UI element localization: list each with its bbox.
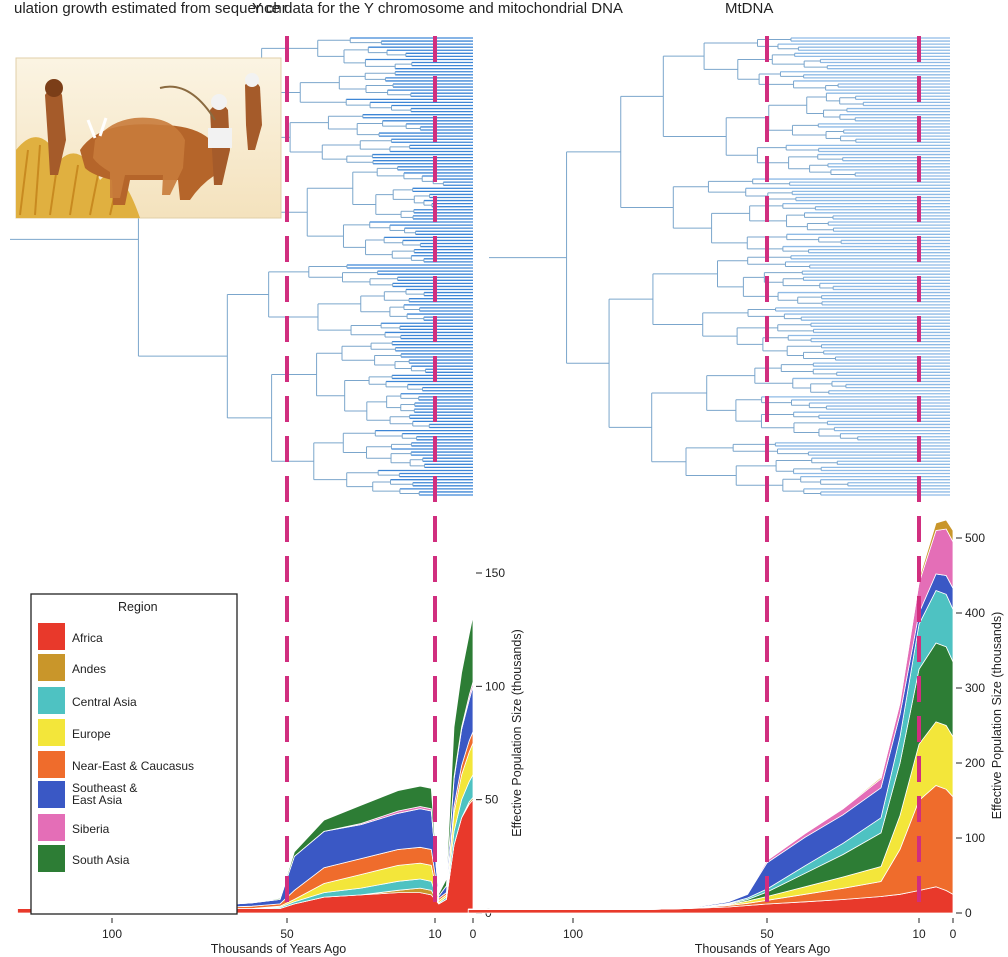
ychr-x-tick-label: 0	[470, 927, 477, 941]
legend-frame	[30, 593, 238, 915]
ychr-y-axis-label: Effective Population Size (thousands)	[510, 629, 524, 837]
ychr-x-tick-label: 100	[102, 927, 122, 941]
figure-caption: ulation growth estimated from sequence d…	[14, 0, 623, 17]
legend-title: Region	[118, 600, 158, 614]
legend-swatch	[38, 751, 65, 778]
mtdna-y-tick-label: 400	[965, 606, 985, 620]
legend-label: South Asia	[72, 853, 130, 867]
mtdna-panel-title: MtDNA	[725, 0, 773, 17]
legend-label: Near-East & Caucasus	[72, 759, 194, 773]
egyptian-farmers-plowing-painting-icon	[15, 57, 282, 219]
mtdna-x-tick-label: 0	[950, 927, 957, 941]
legend-swatch	[38, 623, 65, 650]
ychr-area-south-asia	[17, 616, 474, 909]
legend-swatch	[38, 719, 65, 746]
mtdna-area-andes	[468, 519, 954, 910]
mtdna-y-tick-label: 500	[965, 531, 985, 545]
legend-swatch	[38, 845, 65, 872]
mtdna-phylogenetic-tree	[489, 37, 950, 496]
legend-swatch	[38, 814, 65, 841]
legend-label: Central Asia	[72, 695, 137, 709]
legend-label: Andes	[72, 662, 106, 676]
mtdna-y-tick-label: 0	[965, 906, 972, 920]
ychr-x-tick-label: 50	[280, 927, 294, 941]
ychr-y-tick-label: 150	[485, 566, 505, 580]
legend-label: Southeast & East Asia	[72, 781, 137, 807]
mtdna-y-tick-label: 100	[965, 831, 985, 845]
legend-label: Siberia	[72, 822, 110, 836]
ychr-x-axis-label: Thousands of Years Ago	[211, 942, 347, 956]
legend-swatch	[38, 654, 65, 681]
mtdna-x-tick-label: 10	[912, 927, 926, 941]
mtdna-x-tick-label: 100	[563, 927, 583, 941]
ychr-phylogenetic-tree	[10, 37, 473, 496]
legend-label: Europe	[72, 727, 111, 741]
legend-swatch	[38, 781, 65, 808]
mtdna-x-axis-label: Thousands of Years Ago	[695, 942, 831, 956]
ychr-panel-title: Y chr	[252, 0, 287, 17]
event-lines	[285, 36, 921, 913]
mtdna-y-tick-label: 300	[965, 681, 985, 695]
ychr-y-tick-label: 100	[485, 679, 505, 693]
region-legend: Region Africa Andes Central Asia Europe Near…	[30, 593, 238, 915]
legend-label: Africa	[72, 631, 103, 645]
legend-swatch	[38, 687, 65, 714]
mtdna-y-axis-label: Effective Population Size (thousands)	[990, 612, 1004, 820]
ychr-y-tick-label: 50	[485, 793, 499, 807]
mtdna-x-tick-label: 50	[760, 927, 774, 941]
mtdna-y-tick-label: 200	[965, 756, 985, 770]
ychr-x-tick-label: 10	[428, 927, 442, 941]
